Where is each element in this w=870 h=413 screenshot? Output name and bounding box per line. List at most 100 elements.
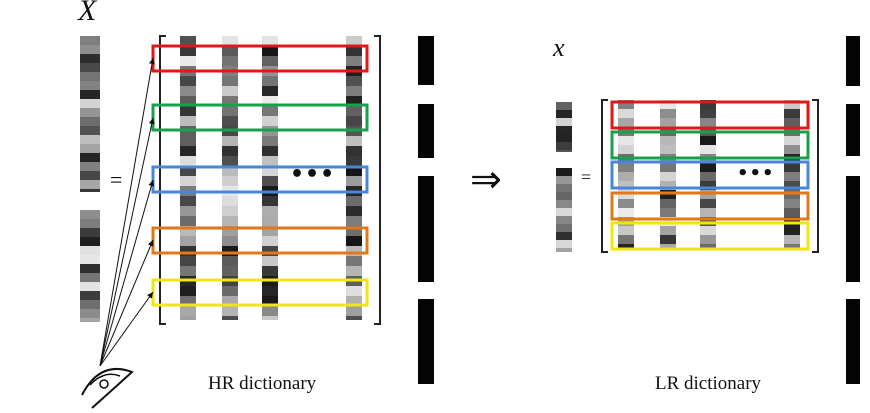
hr-atom-cell [346, 316, 362, 320]
lr-row-band-5 [610, 221, 810, 251]
hr-atom-cell [346, 236, 362, 246]
hr-atom-cell [180, 136, 196, 146]
hr-atom-cell [180, 266, 196, 276]
lr-atom-cell [660, 244, 676, 250]
lr-row-highlights [610, 100, 810, 251]
lr-left-bracket [601, 99, 608, 253]
hr-atom-cell [262, 106, 278, 116]
hr-atom-cell [346, 226, 362, 236]
hr-row-band-2 [151, 103, 369, 132]
hr-vector-cell [80, 228, 100, 237]
lr-code-segment [846, 36, 860, 86]
lr-right-bracket [812, 99, 819, 253]
hr-atom-cell [180, 256, 196, 266]
lr-atom-cell [660, 100, 676, 109]
hr-atom-cell [346, 96, 362, 106]
hr-vector-label: X [78, 0, 97, 27]
lr-atom-cell [618, 199, 634, 208]
hr-right-bracket [374, 35, 381, 325]
hr-atom-cell [262, 196, 278, 206]
lr-atom-cell [700, 181, 716, 190]
lr-code-segment [846, 104, 860, 156]
lr-atom-cell [618, 172, 634, 181]
lr-vector-cell [556, 142, 572, 150]
hr-vector-cell [80, 99, 100, 108]
hr-atom-cell [222, 86, 238, 96]
hr-vector-cell [80, 309, 100, 318]
hr-atom-cell [346, 156, 362, 166]
lr-atom-cell [618, 244, 634, 250]
lr-atom-cell [618, 208, 634, 217]
hr-vector-cell [80, 135, 100, 144]
lr-vector-cell [556, 118, 572, 126]
lr-atom-cell [618, 226, 634, 235]
lr-ellipsis: ••• [737, 163, 775, 184]
lr-dictionary-caption: LR dictionary [655, 373, 762, 394]
hr-atom-cell [346, 246, 362, 256]
hr-vector-cell [80, 171, 100, 180]
lr-atom-cell [700, 208, 716, 217]
hr-atom-cell [346, 36, 362, 46]
lr-vector-cell [556, 216, 572, 224]
lr-atom-cell [618, 145, 634, 154]
hr-atom-cell [180, 96, 196, 106]
hr-atom-cell [222, 216, 238, 226]
hr-atom-cell [262, 236, 278, 246]
hr-atom-cell [222, 286, 238, 296]
hr-atom-cell [222, 196, 238, 206]
lr-atom-cell [784, 208, 800, 217]
hr-atom-cell [180, 226, 196, 236]
lr-vector-cell [556, 240, 572, 248]
hr-atom-cell [222, 236, 238, 246]
hr-atom-cell [222, 146, 238, 156]
lr-vector-cell [556, 248, 572, 252]
lr-atom-cell [660, 226, 676, 235]
hr-atom-cell [180, 166, 196, 176]
hr-atom-cell [346, 256, 362, 266]
hr-vector-cell [80, 318, 100, 322]
hr-atom-cell [222, 56, 238, 66]
sight-line [99, 239, 154, 367]
lr-atom-cell [618, 109, 634, 118]
lr-atom-cell [618, 163, 634, 172]
lr-atom-cell [618, 100, 634, 109]
hr-atom-cell [346, 296, 362, 306]
hr-atom-cell [180, 116, 196, 126]
hr-atom-cell [262, 316, 278, 320]
lr-vector-cell [556, 176, 572, 184]
eye-pupil [99, 379, 109, 389]
lr-vector-cell [556, 102, 572, 110]
hr-vector-cell [80, 291, 100, 300]
hr-vector-cell [80, 153, 100, 162]
hr-atom-cell [346, 166, 362, 176]
hr-atom-cell [346, 286, 362, 296]
hr-atom-cell [180, 36, 196, 46]
lr-atom-cell [784, 109, 800, 118]
lr-atom-cell [700, 199, 716, 208]
lr-vector-cell [556, 168, 572, 176]
hr-code-segment [418, 36, 434, 85]
hr-atom-cell [180, 246, 196, 256]
hr-vector-cell [80, 264, 100, 273]
hr-atom-cell [262, 166, 278, 176]
hr-atom-cell [180, 56, 196, 66]
hr-signal-vector [80, 36, 100, 322]
hr-vector-cell [80, 246, 100, 255]
hr-atom-cell [346, 146, 362, 156]
sight-line [99, 291, 154, 367]
lr-atom-cell [784, 172, 800, 181]
hr-atom-cell [180, 46, 196, 56]
hr-vector-cell [80, 144, 100, 153]
lr-atom-cell [700, 100, 716, 109]
hr-atom-cell [346, 136, 362, 146]
hr-atom-cell [262, 76, 278, 86]
hr-atom-cell [346, 76, 362, 86]
hr-code-segment [418, 299, 434, 384]
lr-atom-cell [660, 199, 676, 208]
hr-atom-cell [180, 86, 196, 96]
lr-code-segment [846, 176, 860, 282]
hr-vector-cell [80, 180, 100, 189]
hr-vector-cell [80, 189, 100, 192]
lr-atom-cell [618, 118, 634, 127]
